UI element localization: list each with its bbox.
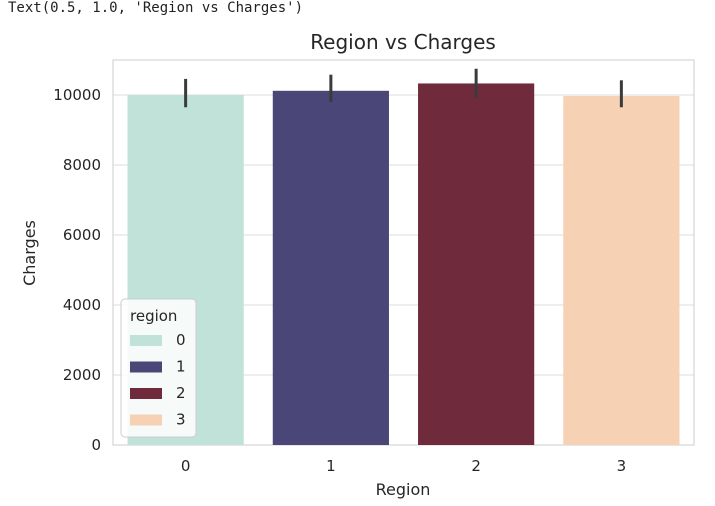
x-tick-label: 1 [326, 457, 336, 475]
legend-swatch [130, 335, 162, 346]
cell-output-text: Text(0.5, 1.0, 'Region vs Charges') [8, 0, 304, 16]
legend-swatch [130, 361, 162, 373]
legend-entry-label: 1 [176, 358, 186, 376]
y-tick-labels: 0 2000 4000 6000 8000 10000 [53, 86, 101, 454]
x-tick-labels: 0 1 2 3 [181, 457, 626, 475]
y-tick-label: 6000 [63, 226, 101, 244]
legend-swatch [130, 388, 162, 399]
y-tick-label: 2000 [63, 366, 101, 384]
bar-region-2 [418, 83, 535, 445]
x-tick-label: 0 [181, 457, 191, 475]
legend: region 0 1 2 3 [120, 298, 197, 438]
y-tick-label: 0 [91, 436, 101, 454]
bars [127, 83, 680, 446]
bar-region-3 [563, 96, 680, 446]
y-tick-label: 8000 [63, 156, 101, 174]
x-tick-label: 2 [471, 457, 481, 475]
bar-region-1 [272, 90, 389, 446]
legend-swatch [130, 414, 162, 426]
y-tick-label: 4000 [63, 296, 101, 314]
x-tick-label: 3 [617, 457, 627, 475]
x-axis-label: Region [376, 480, 431, 499]
legend-entry-label: 3 [176, 411, 186, 429]
plot-frame [112, 59, 695, 446]
legend-title: region [130, 307, 177, 325]
error-bars [184, 68, 623, 108]
y-tick-label: 10000 [53, 86, 101, 104]
chart-title: Region vs Charges [310, 30, 496, 54]
legend-entry-label: 2 [176, 384, 186, 402]
y-axis-label: Charges [20, 220, 39, 286]
legend-entry-label: 0 [176, 331, 186, 349]
